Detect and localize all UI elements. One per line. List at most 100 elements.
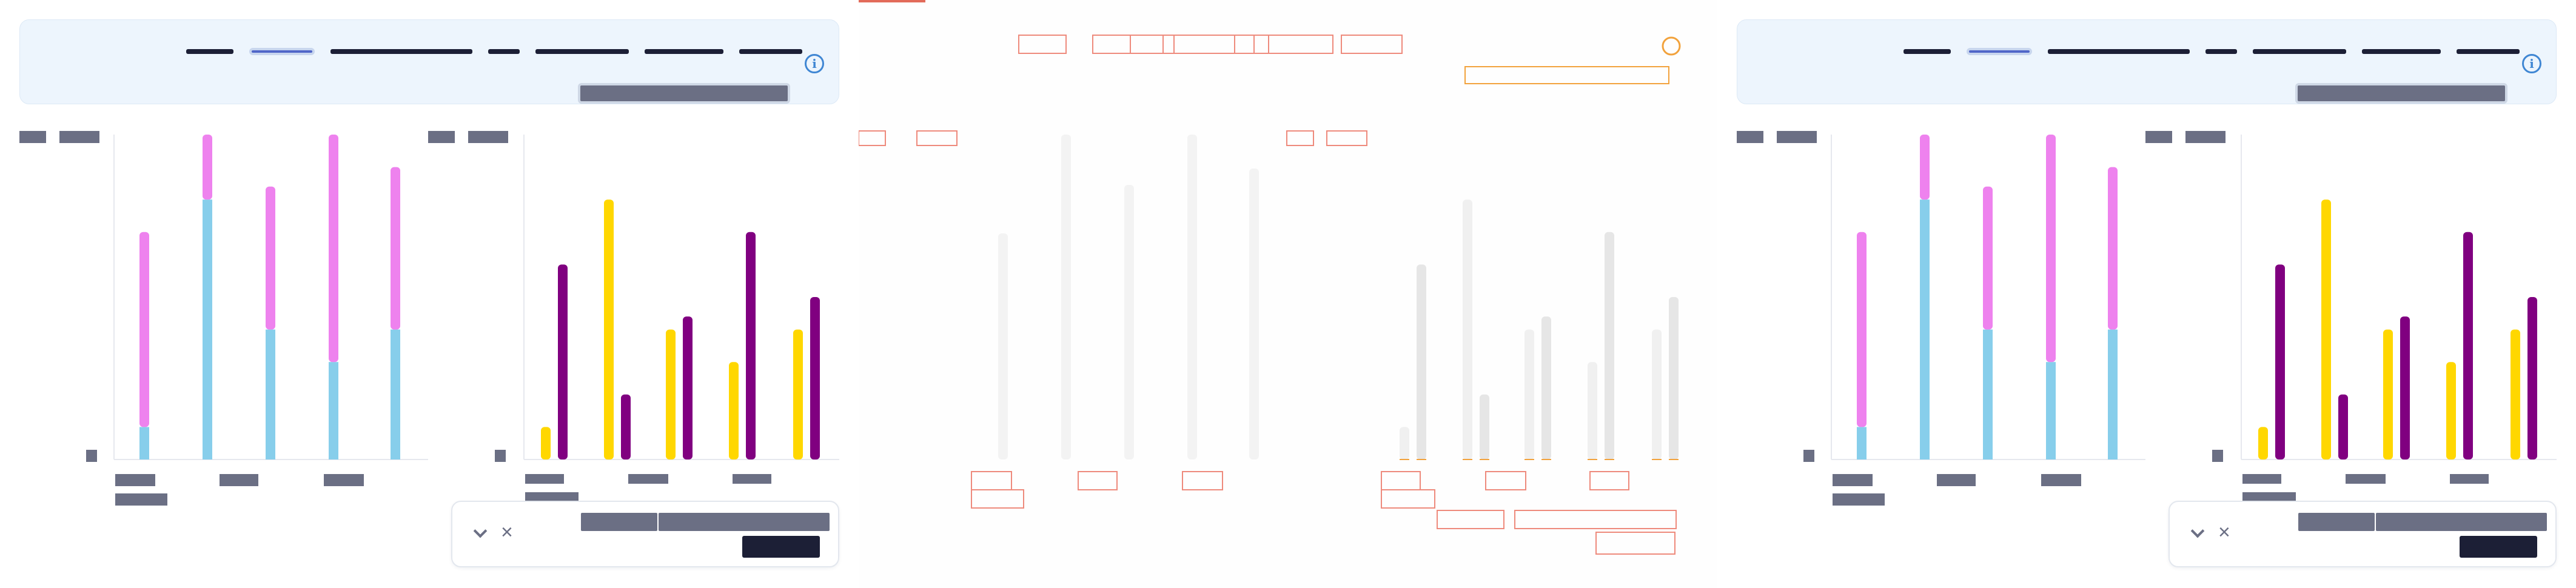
grouped-bar-2-1[interactable] [558, 264, 568, 459]
ghost-grouped-bar-2-4 [1605, 232, 1614, 459]
grouped-bar-2-4[interactable] [746, 232, 756, 459]
footer-action-button[interactable] [742, 536, 820, 558]
close-icon[interactable]: × [501, 521, 513, 544]
bar-1-1[interactable] [1857, 427, 1867, 459]
grouped-bar-2-2[interactable] [2338, 394, 2348, 459]
axis-tag-b-3 [2212, 450, 2223, 462]
ghost-hint-box-17 [1589, 471, 1629, 490]
bar-1-3[interactable] [1983, 329, 1993, 459]
ghost-grouped-bar-1-3 [1524, 329, 1534, 459]
axis-tag-b-2 [468, 131, 508, 143]
header-accent-button[interactable] [249, 48, 315, 55]
panel-left: i × [0, 0, 859, 588]
chevron-down-icon-right[interactable] [2190, 524, 2205, 538]
bar-1-1[interactable] [139, 427, 149, 459]
header-toolbar [186, 38, 802, 65]
grouped-bar-1-4[interactable] [2446, 362, 2456, 459]
bar-2-5[interactable] [2108, 167, 2118, 330]
grouped-bar-1-2[interactable] [604, 199, 614, 459]
charts-svg [19, 131, 839, 506]
header-pill-2[interactable] [330, 49, 472, 54]
x-tick-tag-b-4 [525, 492, 579, 502]
grouped-bar-2-3[interactable] [683, 316, 693, 459]
bar-2-1[interactable] [1857, 232, 1867, 427]
bar-1-5[interactable] [391, 329, 400, 459]
bar-2-1[interactable] [139, 232, 149, 427]
grouped-bar-1-5[interactable] [2511, 329, 2520, 459]
grouped-bar-1-2[interactable] [2321, 199, 2331, 459]
grouped-bar-2-5[interactable] [810, 297, 820, 459]
footer-field-b-right[interactable] [2376, 513, 2547, 531]
axis-tag-b-2 [2185, 131, 2225, 143]
ghost-bar-3 [1124, 185, 1134, 459]
grouped-bar-2-3[interactable] [2400, 316, 2410, 459]
footer-action-button-right[interactable] [2460, 536, 2537, 558]
bar-2-2[interactable] [203, 135, 212, 200]
axis-tag-1 [1737, 131, 1763, 143]
header-pill-4-right[interactable] [2253, 49, 2346, 54]
x-tick-tag-3 [324, 474, 364, 486]
bar-2-3[interactable] [266, 186, 275, 330]
footer-field-b[interactable] [659, 513, 830, 531]
bar-1-5[interactable] [2108, 329, 2118, 459]
header-pill-6-right[interactable] [2457, 49, 2520, 54]
ghost-hint-box-21 [1595, 532, 1675, 555]
ghost-hint-box-1 [1018, 35, 1067, 54]
bar-1-4[interactable] [329, 362, 338, 459]
axis-tag-2 [59, 131, 99, 143]
ghost-hint-box-8 [916, 130, 958, 146]
grouped-bar-1-5[interactable] [793, 329, 803, 459]
header-pill-1-right[interactable] [1903, 49, 1951, 54]
bar-2-2[interactable] [1920, 135, 1930, 200]
x-tick-tag-b-1 [525, 474, 564, 484]
header-pill-4[interactable] [535, 49, 629, 54]
grouped-bar-1-1[interactable] [541, 427, 551, 459]
bar-2-4[interactable] [329, 135, 338, 362]
grouped-bar-1-1[interactable] [2258, 427, 2268, 459]
ghost-grouped-bar-2-5 [1669, 297, 1679, 459]
header-pill-5-right[interactable] [2362, 49, 2441, 54]
ghost-bar-5 [1249, 169, 1259, 459]
ghost-hint-box-18 [1381, 489, 1435, 509]
axis-tag-3 [86, 450, 97, 462]
info-icon-right[interactable]: i [2522, 54, 2541, 73]
bar-1-4[interactable] [2046, 362, 2056, 459]
grouped-bar-2-4[interactable] [2463, 232, 2473, 459]
ghost-bar-1 [998, 233, 1008, 459]
header-pill-2-right[interactable] [2048, 49, 2190, 54]
bar-1-3[interactable] [266, 329, 275, 459]
ghost-grouped-bar-2-1 [1417, 264, 1426, 459]
header-field[interactable] [578, 83, 790, 104]
footer-field-a[interactable] [581, 513, 657, 531]
bar-1-2[interactable] [203, 199, 212, 459]
bar-2-3[interactable] [1983, 186, 1993, 330]
grouped-bar-2-1[interactable] [2275, 264, 2285, 459]
bar-2-4[interactable] [2046, 135, 2056, 362]
ghost-hint-box-4 [1173, 35, 1269, 54]
header-toolbar-right [1903, 38, 2520, 65]
grouped-bar-1-4[interactable] [729, 362, 739, 459]
ghost-grouped-bar-1-2 [1463, 199, 1472, 459]
bar-2-5[interactable] [391, 167, 400, 330]
ghost-hint-box-3 [1130, 35, 1164, 54]
header-pill-5[interactable] [645, 49, 723, 54]
chevron-down-icon[interactable] [473, 524, 488, 538]
grouped-bar-2-2[interactable] [621, 394, 631, 459]
info-icon[interactable]: i [805, 54, 824, 73]
ghost-grouped-bar-1-4 [1588, 362, 1597, 459]
grouped-bar-1-3[interactable] [666, 329, 676, 459]
header-field-right[interactable] [2295, 83, 2507, 104]
grouped-bar-2-5[interactable] [2527, 297, 2537, 459]
close-icon-right[interactable]: × [2218, 521, 2230, 544]
header-pill-3[interactable] [488, 49, 520, 54]
bar-1-2[interactable] [1920, 199, 1930, 459]
header-accent-button-right[interactable] [1967, 48, 2032, 55]
header-pill-3-right[interactable] [2205, 49, 2237, 54]
header-pill-6[interactable] [739, 49, 802, 54]
x-tick-tag-b-2 [628, 474, 668, 484]
x-tick-tag-1 [1833, 474, 1873, 486]
header-pill-1[interactable] [186, 49, 233, 54]
footer-field-a-right[interactable] [2298, 513, 2375, 531]
grouped-bar-1-3[interactable] [2383, 329, 2393, 459]
x-tick-tag-b-4 [2242, 492, 2296, 502]
